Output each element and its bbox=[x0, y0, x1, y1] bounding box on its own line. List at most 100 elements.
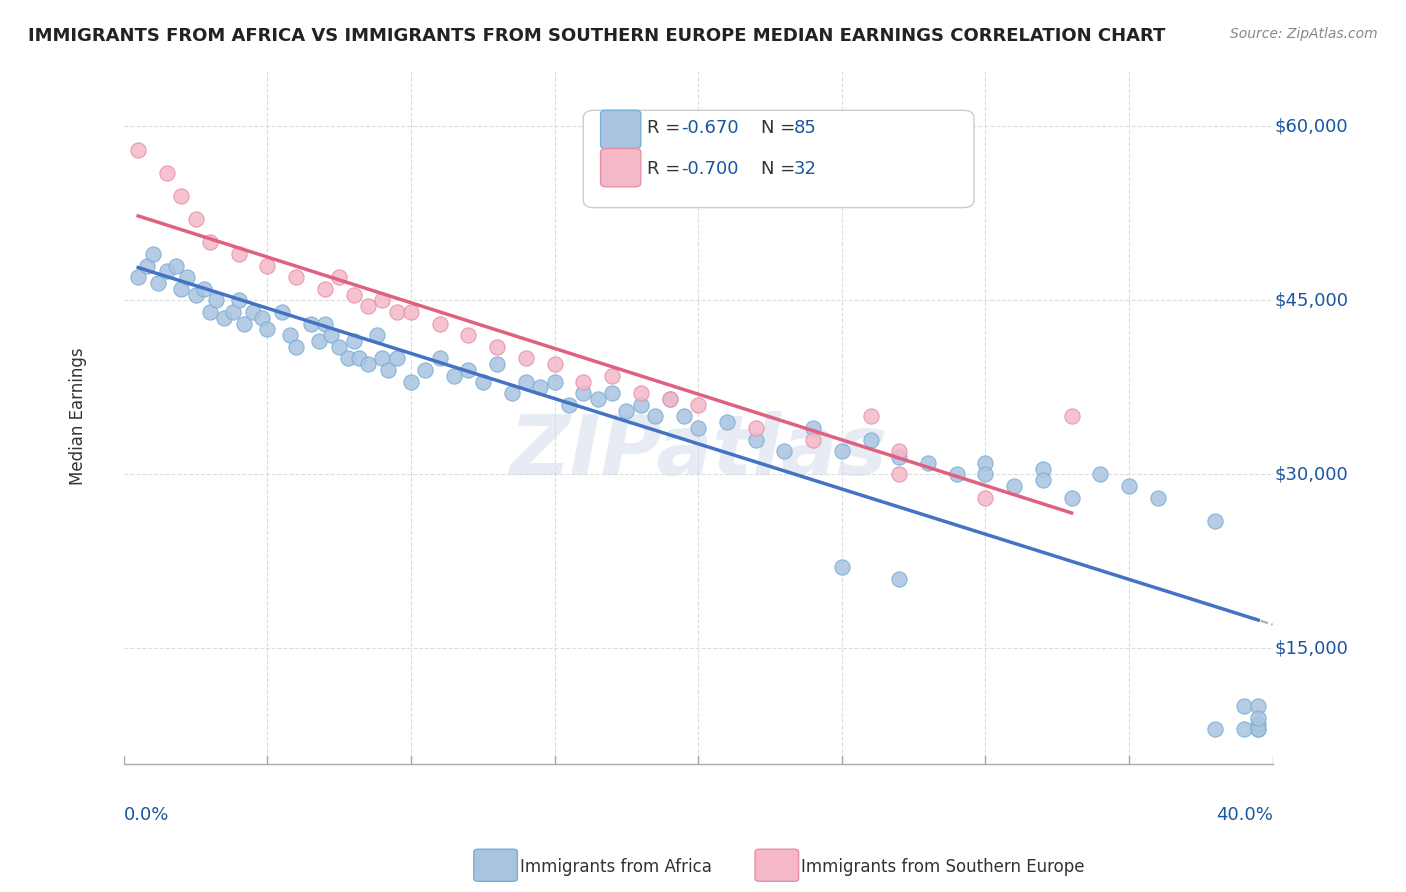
Point bbox=[801, 421, 824, 435]
Point bbox=[501, 386, 523, 401]
Point bbox=[672, 409, 695, 424]
Point bbox=[600, 368, 623, 383]
Point bbox=[1204, 723, 1226, 737]
Point bbox=[773, 444, 796, 458]
Point bbox=[1146, 491, 1168, 505]
Point bbox=[486, 357, 509, 371]
Point bbox=[744, 421, 766, 435]
Point bbox=[415, 363, 437, 377]
Text: $45,000: $45,000 bbox=[1275, 292, 1348, 310]
Point bbox=[385, 351, 408, 366]
Point bbox=[198, 305, 221, 319]
Point bbox=[285, 270, 308, 285]
Point bbox=[457, 328, 479, 343]
Point bbox=[831, 444, 853, 458]
Point bbox=[170, 282, 193, 296]
Point bbox=[342, 334, 364, 348]
Point bbox=[443, 368, 465, 383]
Point bbox=[285, 340, 308, 354]
Point bbox=[471, 375, 494, 389]
Point bbox=[486, 340, 509, 354]
Point bbox=[1060, 491, 1083, 505]
Point bbox=[543, 357, 565, 371]
Point bbox=[716, 415, 738, 429]
Point bbox=[349, 351, 371, 366]
Text: $60,000: $60,000 bbox=[1275, 118, 1348, 136]
Point bbox=[242, 305, 264, 319]
Point bbox=[572, 386, 595, 401]
Point bbox=[457, 363, 479, 377]
Point bbox=[831, 560, 853, 574]
Point bbox=[319, 328, 342, 343]
Text: 32: 32 bbox=[793, 161, 817, 178]
Point bbox=[543, 375, 565, 389]
Point bbox=[644, 409, 666, 424]
Point bbox=[198, 235, 221, 250]
Point bbox=[156, 166, 179, 180]
Point bbox=[233, 317, 256, 331]
Text: Source: ZipAtlas.com: Source: ZipAtlas.com bbox=[1230, 27, 1378, 41]
Text: Immigrants from Southern Europe: Immigrants from Southern Europe bbox=[801, 858, 1085, 876]
Point bbox=[515, 351, 537, 366]
Point bbox=[1247, 711, 1270, 725]
Point bbox=[314, 317, 336, 331]
Point bbox=[1002, 479, 1025, 493]
Point bbox=[1247, 723, 1270, 737]
Point bbox=[974, 491, 997, 505]
Point bbox=[399, 375, 422, 389]
Point bbox=[889, 450, 911, 464]
Point bbox=[342, 287, 364, 301]
Point bbox=[1233, 723, 1256, 737]
Point bbox=[127, 270, 149, 285]
Point bbox=[127, 143, 149, 157]
Text: Median Earnings: Median Earnings bbox=[69, 348, 87, 485]
Point bbox=[630, 398, 652, 412]
Point bbox=[336, 351, 359, 366]
Point bbox=[1032, 461, 1054, 475]
Point bbox=[917, 456, 939, 470]
Point bbox=[859, 433, 882, 447]
Point bbox=[141, 247, 163, 261]
Point bbox=[165, 259, 187, 273]
Point bbox=[859, 409, 882, 424]
Text: $15,000: $15,000 bbox=[1275, 640, 1348, 657]
Text: 40.0%: 40.0% bbox=[1216, 806, 1272, 824]
Point bbox=[371, 351, 394, 366]
Text: IMMIGRANTS FROM AFRICA VS IMMIGRANTS FROM SOUTHERN EUROPE MEDIAN EARNINGS CORREL: IMMIGRANTS FROM AFRICA VS IMMIGRANTS FRO… bbox=[28, 27, 1166, 45]
Point bbox=[184, 212, 207, 227]
Point bbox=[184, 287, 207, 301]
Text: 0.0%: 0.0% bbox=[124, 806, 169, 824]
Point bbox=[377, 363, 399, 377]
Point bbox=[1090, 467, 1112, 482]
Point bbox=[889, 444, 911, 458]
Point bbox=[801, 433, 824, 447]
Point bbox=[357, 299, 380, 313]
Point bbox=[176, 270, 198, 285]
FancyBboxPatch shape bbox=[600, 149, 641, 186]
Point bbox=[314, 282, 336, 296]
Text: Immigrants from Africa: Immigrants from Africa bbox=[520, 858, 711, 876]
Text: N =: N = bbox=[762, 119, 801, 136]
Point bbox=[371, 293, 394, 308]
Point bbox=[429, 351, 451, 366]
Text: -0.670: -0.670 bbox=[681, 119, 738, 136]
Point bbox=[156, 264, 179, 278]
Point bbox=[572, 375, 595, 389]
Point bbox=[366, 328, 388, 343]
Point bbox=[945, 467, 967, 482]
Point bbox=[658, 392, 681, 406]
Point bbox=[1233, 699, 1256, 714]
Point bbox=[308, 334, 330, 348]
Point bbox=[1060, 409, 1083, 424]
Point bbox=[429, 317, 451, 331]
Point bbox=[515, 375, 537, 389]
Point bbox=[270, 305, 292, 319]
Point bbox=[1247, 723, 1270, 737]
Point bbox=[135, 259, 157, 273]
Point bbox=[250, 310, 273, 325]
Text: $30,000: $30,000 bbox=[1275, 466, 1348, 483]
Point bbox=[193, 282, 215, 296]
Point bbox=[148, 276, 170, 290]
Point bbox=[974, 467, 997, 482]
FancyBboxPatch shape bbox=[583, 111, 974, 208]
